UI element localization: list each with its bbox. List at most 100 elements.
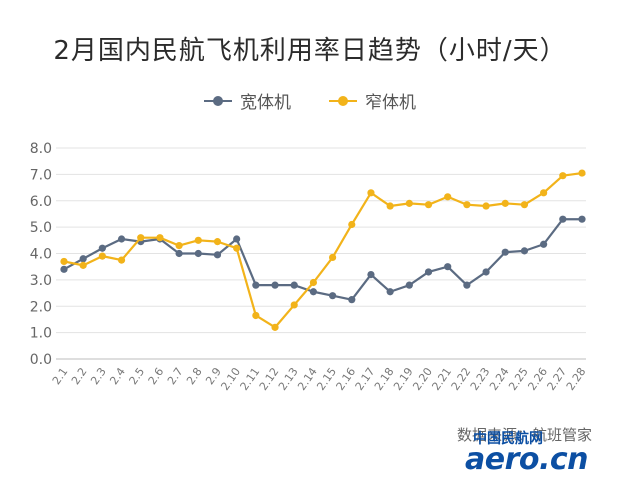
data-point-0 (213, 251, 222, 259)
y-tick-label: 3.0 (30, 273, 52, 289)
source-note: 数据来源：航班管家 (456, 426, 592, 444)
data-point-1 (156, 234, 164, 242)
legend-swatch-wide (204, 95, 232, 106)
data-point-0 (98, 244, 106, 252)
data-point-0 (540, 240, 548, 248)
data-point-0 (252, 281, 260, 289)
chart-legend: 宽体机 窄体机 (0, 88, 620, 113)
data-point-0 (444, 263, 452, 271)
data-point-1 (367, 189, 375, 197)
data-point-0 (290, 281, 298, 289)
logo-en-text: aero.cn (465, 442, 589, 477)
x-tick-label: 2.22 (449, 365, 474, 393)
x-tick-label: 2.17 (353, 365, 378, 393)
data-point-1 (175, 241, 183, 250)
x-tick-label: 2.14 (295, 365, 320, 393)
data-point-1 (578, 169, 586, 177)
data-point-0 (117, 235, 126, 243)
data-point-1 (98, 252, 106, 260)
y-tick-label: 7.0 (30, 167, 52, 183)
data-point-0 (559, 215, 567, 223)
data-point-0 (309, 288, 318, 296)
data-point-1 (137, 234, 145, 242)
data-point-0 (348, 296, 356, 304)
y-tick-label: 2.0 (30, 299, 52, 315)
data-point-1 (444, 193, 452, 201)
data-point-0 (194, 249, 202, 258)
x-tick-label: 2.10 (218, 365, 243, 393)
data-point-1 (290, 301, 298, 309)
data-point-0 (367, 271, 375, 279)
y-tick-label: 8.0 (30, 141, 52, 157)
y-tick-label: 1.0 (30, 326, 52, 342)
data-point-1 (60, 257, 68, 266)
x-tick-label: 2.19 (391, 365, 416, 393)
legend-item-narrow: 窄体机 (329, 88, 416, 113)
x-tick-label: 2.15 (314, 365, 339, 393)
data-point-0 (60, 265, 68, 273)
data-point-0 (482, 268, 490, 276)
x-tick-label: 2.16 (334, 365, 359, 393)
x-tick-label: 2.4 (107, 365, 128, 387)
data-point-0 (79, 255, 87, 263)
legend-item-wide: 宽体机 (204, 88, 291, 113)
data-point-1 (463, 201, 471, 209)
data-point-0 (233, 235, 241, 243)
x-tick-label: 2.18 (372, 365, 397, 393)
x-tick-label: 2.25 (506, 365, 531, 393)
data-point-1 (79, 261, 87, 269)
y-tick-label: 6.0 (30, 194, 52, 210)
data-point-1 (213, 238, 222, 246)
data-point-0 (328, 292, 337, 300)
x-tick-label: 2.1 (50, 365, 71, 387)
data-point-1 (559, 172, 567, 180)
data-point-1 (328, 253, 337, 262)
x-tick-label: 2.12 (257, 365, 282, 393)
x-tick-label: 2.20 (410, 365, 435, 393)
data-point-1 (271, 323, 279, 331)
data-point-1 (252, 311, 260, 320)
data-point-1 (520, 201, 529, 209)
legend-label-wide: 宽体机 (240, 93, 291, 113)
y-tick-label: 0.0 (30, 352, 52, 368)
data-point-0 (175, 249, 183, 258)
x-tick-label: 2.28 (564, 365, 589, 393)
series-line-1 (63, 171, 583, 329)
x-tick-label: 2.27 (545, 365, 570, 393)
legend-swatch-narrow (329, 95, 357, 106)
data-point-1 (540, 189, 548, 197)
data-point-1 (424, 201, 433, 209)
x-tick-label: 2.23 (468, 365, 493, 393)
line-chart: 0.01.02.03.04.05.06.07.08.02.12.22.32.42… (30, 141, 589, 393)
x-tick-label: 2.3 (88, 365, 109, 387)
x-tick-label: 2.21 (429, 365, 454, 393)
y-tick-label: 5.0 (30, 220, 52, 236)
x-tick-label: 2.8 (184, 365, 205, 387)
x-tick-label: 2.7 (165, 365, 186, 387)
series-line-0 (63, 218, 582, 301)
data-point-0 (271, 281, 279, 289)
data-point-1 (233, 244, 241, 252)
data-point-1 (117, 256, 126, 264)
data-point-1 (405, 199, 413, 207)
y-tick-label: 4.0 (30, 247, 52, 263)
data-point-1 (482, 202, 490, 210)
data-point-1 (309, 278, 318, 287)
x-tick-label: 2.26 (525, 365, 550, 393)
data-point-0 (578, 215, 586, 223)
chart-title: 2月国内民航飞机利用率日趋势（小时/天） (53, 36, 567, 66)
data-point-0 (386, 288, 394, 296)
x-tick-label: 2.11 (238, 365, 263, 393)
x-tick-label: 2.5 (127, 365, 148, 387)
data-point-1 (348, 220, 356, 229)
data-point-0 (520, 247, 529, 255)
x-tick-label: 2.2 (69, 365, 90, 387)
logo-cn-text: 中国民航网 (473, 431, 543, 447)
data-point-0 (463, 281, 471, 289)
data-point-0 (501, 248, 509, 256)
data-point-1 (194, 236, 202, 244)
data-point-1 (501, 199, 509, 207)
data-point-1 (386, 202, 394, 210)
legend-label-narrow: 窄体机 (365, 93, 416, 113)
x-tick-label: 2.6 (146, 365, 167, 387)
